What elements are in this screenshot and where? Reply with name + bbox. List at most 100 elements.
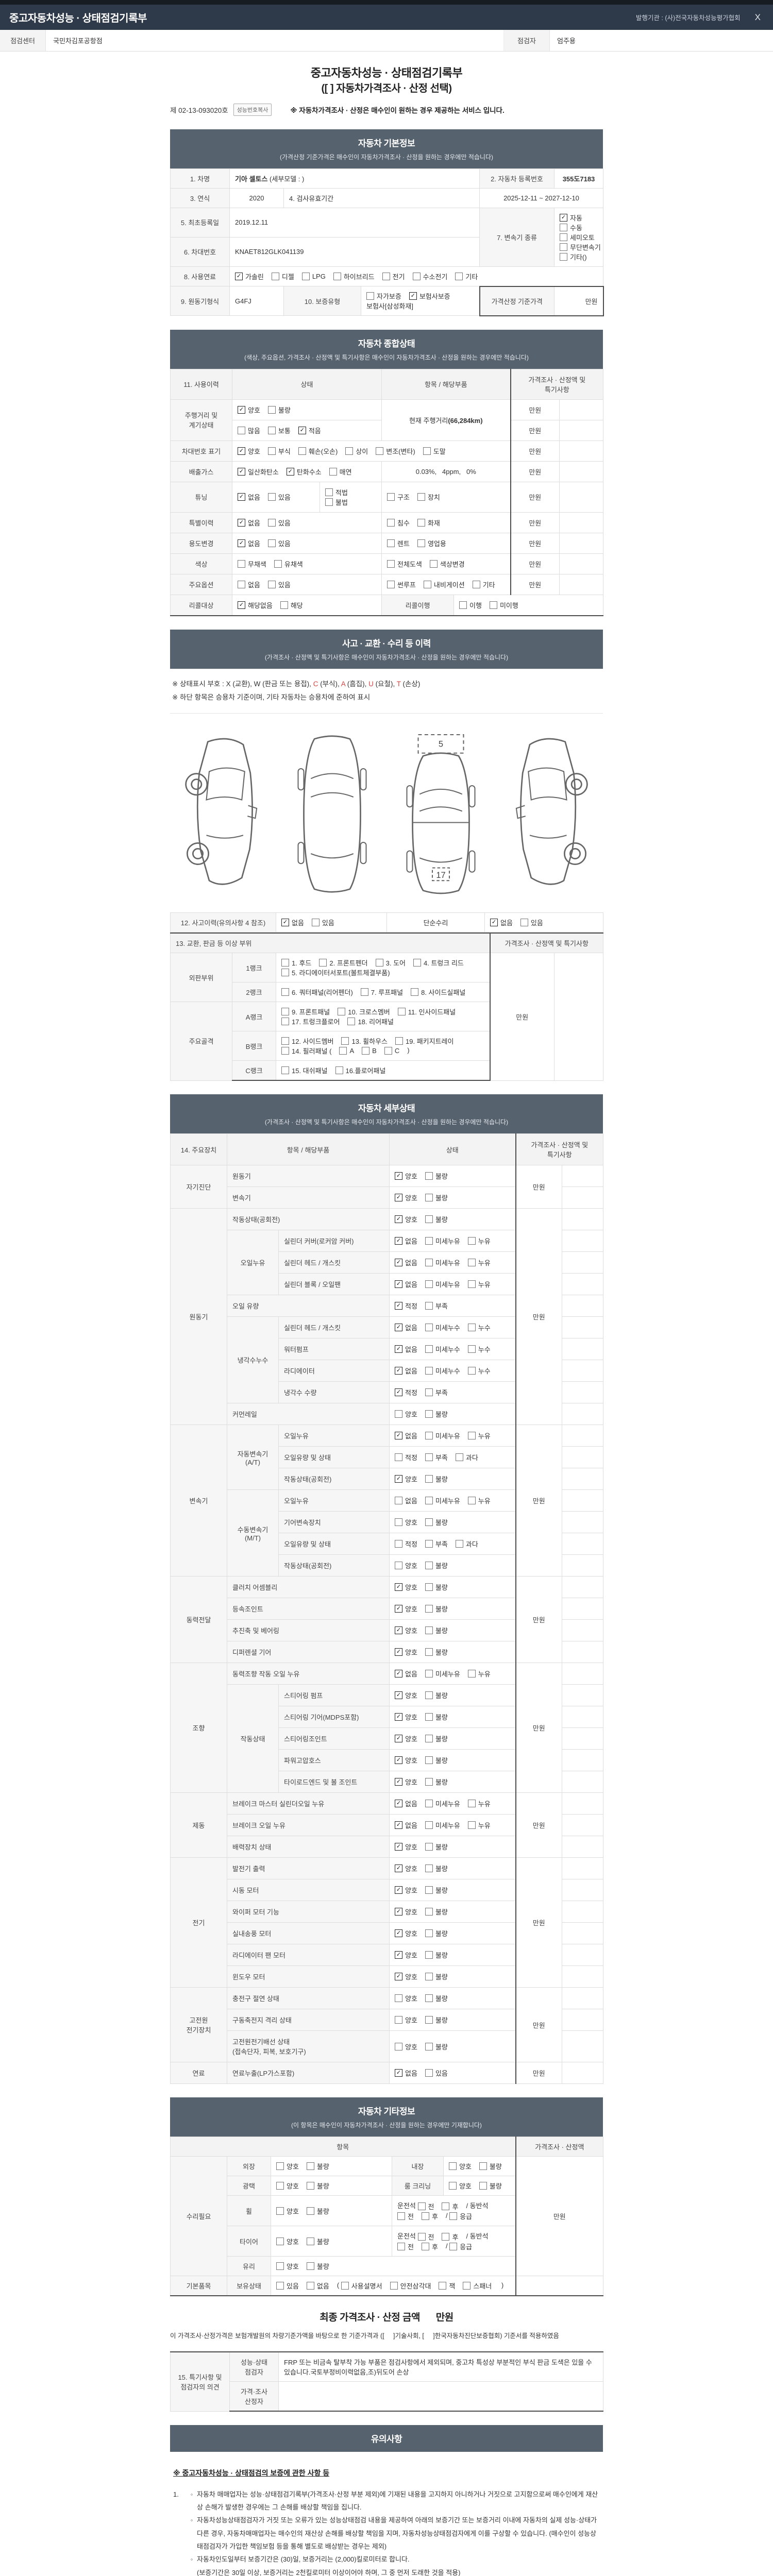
checkbox-보험사보증[interactable]: ✓ 보험사보증 (409, 291, 450, 301)
checkbox-불량[interactable]: 불량 (306, 2161, 329, 2171)
checkbox-불량[interactable]: 불량 (425, 1582, 448, 1592)
checkbox-내비게이션[interactable]: 내비게이션 (423, 580, 465, 589)
checkbox-box-icon[interactable]: ✓ (395, 1172, 403, 1180)
checkbox-적정[interactable]: 적정 (395, 1539, 417, 1549)
checkbox-양호[interactable]: 양호 (395, 1993, 417, 2003)
checkbox-세미오토[interactable]: 세미오토 (560, 232, 595, 242)
checkbox-양호[interactable]: 양호 (449, 2161, 472, 2171)
checkbox-없음[interactable]: ✓ 없음 (395, 1669, 417, 1679)
checkbox-box-icon[interactable]: ✓ (395, 1691, 403, 1700)
checkbox-양호[interactable]: ✓ 양호 (395, 1647, 417, 1657)
checkbox-미세누유[interactable]: 미세누유 (425, 1820, 460, 1830)
checkbox-box-icon[interactable]: ✓ (395, 1821, 403, 1829)
checkbox-box-icon[interactable] (423, 580, 431, 588)
checkbox-box-icon[interactable] (360, 988, 368, 996)
checkbox-box-icon[interactable]: ✓ (409, 292, 417, 300)
checkbox-전[interactable]: 전 (397, 2242, 414, 2251)
checkbox-양호[interactable]: 양호 (395, 2015, 417, 2025)
checkbox-미세누유[interactable]: 미세누유 (425, 1258, 460, 1267)
checkbox-부족[interactable]: 부족 (425, 1301, 448, 1311)
checkbox-box-icon[interactable] (425, 1324, 433, 1332)
checkbox-box-icon[interactable] (276, 2237, 284, 2245)
checkbox-전[interactable]: 전 (397, 2211, 414, 2221)
checkbox-box-icon[interactable] (467, 1670, 476, 1678)
checkbox-누유[interactable]: 누유 (467, 1496, 491, 1505)
checkbox-box-icon[interactable] (387, 539, 395, 547)
checkbox-불량[interactable]: 불량 (425, 2015, 448, 2025)
checkbox-box-icon[interactable] (281, 1037, 289, 1045)
checkbox-누수[interactable]: 누수 (467, 1366, 491, 1376)
checkbox-box-icon[interactable] (520, 919, 528, 927)
checkbox-box-icon[interactable] (425, 1172, 433, 1180)
checkbox-box-icon[interactable] (412, 272, 421, 280)
checkbox-box-icon[interactable] (395, 1453, 403, 1462)
checkbox-불량[interactable]: 불량 (425, 1625, 448, 1635)
checkbox-box-icon[interactable]: ✓ (395, 1215, 403, 1224)
checkbox-box-icon[interactable]: ✓ (281, 919, 289, 927)
checkbox-전체도색[interactable]: 전체도색 (387, 559, 422, 569)
checkbox-box-icon[interactable] (425, 1929, 433, 1938)
checkbox-box-icon[interactable]: ✓ (395, 1583, 403, 1591)
checkbox-box-icon[interactable] (472, 580, 480, 588)
checkbox-미세누수[interactable]: 미세누수 (425, 1344, 460, 1354)
checkbox-box-icon[interactable] (467, 1237, 476, 1245)
checkbox-있음[interactable]: 있음 (267, 518, 291, 528)
checkbox-양호[interactable]: ✓ 양호 (395, 1171, 417, 1181)
checkbox-누유[interactable]: 누유 (467, 1236, 491, 1246)
checkbox-불량[interactable]: 불량 (425, 1734, 448, 1743)
checkbox-부식[interactable]: 부식 (267, 446, 291, 456)
checkbox-과다[interactable]: 과다 (455, 1539, 478, 1549)
checkbox-box-icon[interactable] (417, 2202, 426, 2211)
checkbox-없음[interactable]: ✓ 없음 (395, 1366, 417, 1376)
checkbox-box-icon[interactable] (306, 2237, 314, 2245)
checkbox-후[interactable]: 후 (442, 2232, 458, 2242)
checkbox-box-icon[interactable] (425, 1410, 433, 1418)
checkbox-box-icon[interactable] (423, 447, 431, 455)
checkbox-19. 패키지트레이[interactable]: 19. 패키지트레이 (395, 1036, 453, 1046)
copy-performance-number-button[interactable]: 성능번호복사 (233, 103, 272, 116)
checkbox-양호[interactable]: ✓ 양호 (395, 1842, 417, 1852)
checkbox-box-icon[interactable]: ✓ (298, 426, 306, 434)
checkbox-불량[interactable]: 불량 (425, 2042, 448, 2052)
checkbox-box-icon[interactable] (425, 1259, 433, 1267)
checkbox-13. 휠하우스[interactable]: 13. 휠하우스 (341, 1036, 388, 1046)
checkbox-있음[interactable]: 있음 (520, 918, 543, 927)
checkbox-box-icon[interactable]: ✓ (395, 1367, 403, 1375)
checkbox-해당없음[interactable]: ✓ 해당없음 (238, 600, 273, 610)
checkbox-box-icon[interactable] (425, 1908, 433, 1916)
checkbox-box-icon[interactable] (306, 2262, 314, 2270)
checkbox-box-icon[interactable]: ✓ (395, 1194, 403, 1202)
checkbox-box-icon[interactable] (467, 1497, 476, 1505)
checkbox-렌트[interactable]: 렌트 (387, 538, 410, 548)
checkbox-box-icon[interactable] (439, 2282, 447, 2290)
checkbox-16.플로어패널[interactable]: 16.플로어패널 (335, 1065, 385, 1075)
checkbox-box-icon[interactable] (276, 2262, 284, 2270)
checkbox-과다[interactable]: 과다 (455, 1452, 478, 1462)
checkbox-box-icon[interactable]: ✓ (395, 1626, 403, 1635)
checkbox-기타[interactable]: 기타 (472, 580, 495, 589)
checkbox-box-icon[interactable] (425, 1215, 433, 1224)
checkbox-유채색[interactable]: 유채색 (274, 559, 303, 569)
checkbox-box-icon[interactable] (425, 1540, 433, 1548)
checkbox-4. 트렁크 리드[interactable]: 4. 트렁크 리드 (413, 958, 464, 968)
checkbox-box-icon[interactable] (395, 1497, 403, 1505)
checkbox-불량[interactable]: 불량 (425, 1972, 448, 1981)
checkbox-box-icon[interactable] (281, 1018, 289, 1026)
checkbox-미세누유[interactable]: 미세누유 (425, 1496, 460, 1505)
checkbox-box-icon[interactable] (425, 1648, 433, 1656)
checkbox-box-icon[interactable] (395, 1540, 403, 1548)
checkbox-기타[interactable]: 기타 (455, 272, 478, 281)
checkbox-box-icon[interactable] (467, 1800, 476, 1808)
checkbox-box-icon[interactable]: ✓ (395, 1973, 403, 1981)
checkbox-누유[interactable]: 누유 (467, 1279, 491, 1289)
checkbox-box-icon[interactable] (281, 969, 289, 977)
checkbox-누유[interactable]: 누유 (467, 1799, 491, 1808)
checkbox-box-icon[interactable]: ✓ (235, 272, 243, 280)
checkbox-양호[interactable]: ✓ 양호 (395, 1928, 417, 1938)
checkbox-해당[interactable]: 해당 (280, 600, 303, 610)
checkbox-box-icon[interactable]: ✓ (395, 1865, 403, 1873)
checkbox-box-icon[interactable]: ✓ (238, 539, 245, 547)
checkbox-누유[interactable]: 누유 (467, 1669, 491, 1679)
checkbox-후[interactable]: 후 (421, 2242, 438, 2251)
checkbox-장치[interactable]: 장치 (417, 492, 440, 502)
